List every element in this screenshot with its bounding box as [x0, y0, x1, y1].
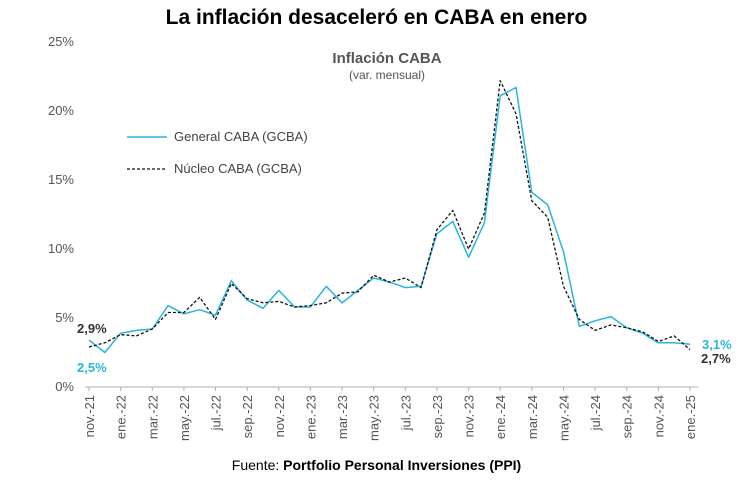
series-line-nucleo — [88, 79, 691, 351]
x-tick-label: mar.-24 — [525, 395, 540, 439]
x-tick-label: ene.-23 — [303, 395, 318, 439]
page-title: La inflación desaceleró en CABA en enero — [165, 6, 588, 29]
label-start-nucleo: 2,9% — [77, 321, 107, 336]
legend: General CABA (GCBA) Núcleo CABA (GCBA) — [127, 129, 308, 176]
x-tick-label: nov.-22 — [272, 395, 287, 437]
x-tick-label: ene.-24 — [493, 395, 508, 439]
source-prefix: Fuente: — [231, 457, 284, 473]
label-start-general: 2,5% — [77, 360, 107, 375]
x-tick-label: jul.-23 — [398, 395, 413, 431]
legend-label-nucleo: Núcleo CABA (GCBA) — [174, 161, 302, 176]
legend-label-general: General CABA (GCBA) — [174, 129, 308, 144]
series-layer — [88, 79, 691, 354]
x-tick-label: sep.-22 — [240, 395, 255, 438]
x-tick-label: nov.-23 — [462, 395, 477, 437]
x-tick-label: may.-22 — [177, 395, 192, 441]
y-tick-label: 10% — [48, 241, 74, 256]
y-axis: 0% 5% 10% 15% 20% 25% — [48, 34, 74, 394]
y-tick-label: 0% — [55, 379, 74, 394]
x-tick-label: nov.-21 — [82, 395, 97, 437]
y-tick-label: 15% — [48, 172, 74, 187]
label-end-nucleo: 2,7% — [701, 351, 731, 366]
x-tick-label: ene.-22 — [114, 395, 129, 439]
chart-inner-title: Inflación CABA — [332, 50, 441, 67]
x-tick-label: mar.-23 — [335, 395, 350, 439]
x-axis: nov.-21 ene.-22 mar.-22 may.-22 jul.-22 sep.-… — [82, 387, 698, 441]
x-tick-label: ene.-25 — [683, 395, 698, 439]
label-end-general: 3,1% — [702, 337, 732, 352]
x-tick-label: may.-23 — [367, 395, 382, 441]
x-tick-label: sep.-23 — [430, 395, 445, 438]
source-name: Portfolio Personal Inversiones (PPI) — [283, 457, 522, 473]
x-tick-label: mar.-22 — [145, 395, 160, 439]
x-tick-label: nov.-24 — [651, 395, 666, 437]
y-tick-label: 20% — [48, 103, 74, 118]
x-tick-label: jul.-24 — [588, 395, 603, 431]
chart-inner-subtitle: (var. mensual) — [349, 68, 425, 82]
x-tick-label: may.-24 — [556, 395, 571, 441]
source-note: Fuente: Portfolio Personal Inversiones (… — [0, 457, 753, 473]
y-tick-label: 5% — [55, 310, 74, 325]
x-tick-label: sep.-24 — [620, 395, 635, 438]
y-tick-label: 25% — [48, 34, 74, 49]
x-tick-label: jul.-22 — [209, 395, 224, 431]
